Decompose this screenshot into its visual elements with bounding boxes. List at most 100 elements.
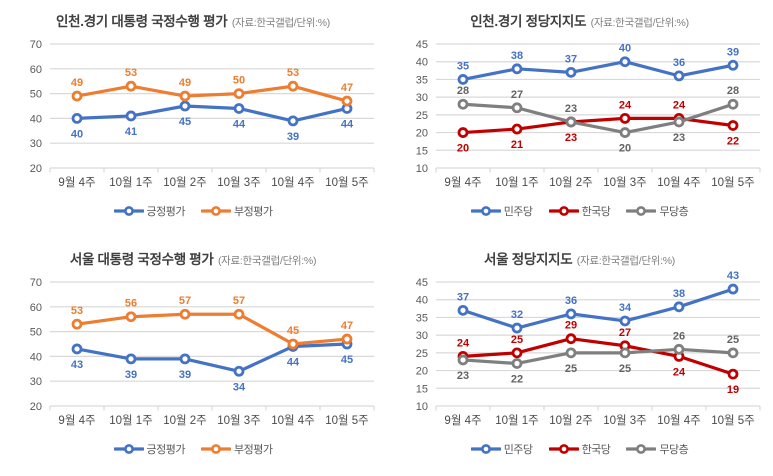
- data-point-marker: [71, 90, 83, 102]
- legend-item: 무당층: [626, 203, 689, 219]
- y-axis-tick-label: 40: [30, 113, 42, 125]
- data-point-marker: [619, 113, 631, 124]
- data-label: 50: [233, 75, 245, 87]
- y-axis-tick-label: 15: [416, 145, 428, 157]
- data-point-marker: [727, 120, 739, 131]
- data-label: 28: [727, 85, 739, 97]
- data-point-marker: [619, 56, 631, 68]
- x-axis-tick-label: 9월 4주: [444, 414, 481, 427]
- data-point-marker: [511, 102, 523, 114]
- data-label: 24: [619, 99, 632, 111]
- data-label: 43: [727, 270, 739, 282]
- data-label: 36: [565, 295, 577, 307]
- data-label: 44: [341, 118, 354, 130]
- data-label: 37: [565, 53, 577, 65]
- x-axis-tick-label: 10월 2주: [163, 176, 207, 189]
- data-label: 44: [287, 356, 300, 368]
- legend-item: 부정평가: [201, 441, 273, 457]
- y-axis-tick-label: 50: [30, 89, 42, 101]
- data-point-marker: [565, 308, 577, 320]
- x-axis-tick-label: 10월 3주: [217, 176, 261, 189]
- x-axis-tick-label: 10월 2주: [549, 414, 593, 427]
- data-point-marker: [511, 63, 523, 75]
- data-label: 25: [727, 334, 739, 346]
- data-point-marker: [457, 98, 469, 110]
- y-axis-tick-label: 25: [416, 348, 428, 360]
- x-axis-tick-label: 9월 4주: [58, 414, 95, 427]
- data-label: 25: [565, 363, 577, 375]
- data-label: 34: [233, 381, 246, 393]
- data-point-marker: [233, 88, 245, 99]
- chart-title-source: (자료:한국갤럽/단위:%): [231, 17, 330, 29]
- chart-title-source: (자료:한국갤럽/단위:%): [590, 17, 689, 29]
- series-line: [461, 287, 735, 330]
- y-axis-tick-label: 50: [30, 327, 42, 339]
- data-label: 39: [287, 131, 299, 143]
- y-axis-tick-label: 10: [416, 163, 428, 175]
- x-axis-tick-label: 10월 3주: [217, 414, 261, 427]
- legend-label: 긍정평가: [146, 206, 186, 218]
- y-axis-tick-label: 35: [416, 312, 428, 324]
- legend-marker-icon: [626, 444, 657, 454]
- data-point-marker: [287, 80, 299, 92]
- data-point-marker: [457, 354, 469, 366]
- data-point-marker: [179, 100, 191, 112]
- data-point-marker: [125, 311, 137, 323]
- legend-marker-icon: [113, 206, 144, 216]
- chart-legend: 민주당 한국당 무당층: [386, 438, 773, 460]
- y-axis-tick-label: 35: [416, 74, 428, 86]
- series-line: [461, 116, 735, 135]
- data-point-marker: [179, 308, 191, 320]
- legend-label: 긍정평가: [146, 444, 186, 456]
- x-axis-tick-label: 10월 1주: [495, 414, 539, 427]
- data-label: 45: [179, 116, 191, 128]
- x-axis-tick-label: 10월 1주: [495, 176, 539, 189]
- series-line: [461, 60, 735, 82]
- data-point-marker: [287, 338, 299, 350]
- x-axis-tick-label: 10월 2주: [549, 176, 593, 189]
- y-axis-tick-label: 40: [416, 295, 428, 307]
- data-point-marker: [619, 347, 631, 359]
- x-axis-tick-label: 10월 5주: [711, 176, 755, 189]
- data-label: 26: [673, 330, 685, 342]
- data-label: 23: [565, 132, 577, 144]
- legend-item: 민주당: [470, 203, 533, 219]
- data-label: 53: [71, 305, 83, 317]
- data-label: 45: [341, 354, 353, 366]
- chart-legend: 긍정평가 부정평가: [0, 200, 386, 222]
- legend-item: 민주당: [470, 441, 533, 457]
- data-label: 25: [511, 334, 523, 346]
- y-axis-tick-label: 20: [30, 163, 42, 175]
- line-plot: 70 60 50 40 30 20 9월 4주 10월 1주 10월 2주 10월 3주 10월 4…: [30, 277, 375, 427]
- data-label: 32: [511, 309, 523, 321]
- data-label: 20: [619, 143, 631, 155]
- y-axis-tick-label: 45: [416, 277, 428, 289]
- series-line: [75, 312, 349, 346]
- data-label: 34: [619, 302, 632, 314]
- line-plot: 45 40 35 30 25 20 15 10 9월 4주 10월 1주 10월 2주 10월 3주 1…: [416, 270, 761, 427]
- data-point-marker: [125, 110, 137, 122]
- line-plot: 45 40 35 30 25 20 15 10 9월 4주 10월 1주 10월 2주 10월 3주 1…: [416, 39, 761, 189]
- data-label: 27: [619, 327, 631, 339]
- y-axis-tick-label: 40: [416, 57, 428, 69]
- x-axis-tick-label: 10월 4주: [657, 414, 701, 427]
- legend-label: 부정평가: [234, 206, 273, 218]
- legend-item: 긍정평가: [113, 203, 186, 219]
- data-label: 24: [457, 337, 470, 349]
- data-point-marker: [179, 353, 191, 365]
- chart-title: 인천.경기 대통령 국정수행 평가 (자료:한국갤럽/단위:%): [0, 0, 386, 29]
- chart-incheon-gyeonggi-president-approval: 인천.경기 대통령 국정수행 평가 (자료:한국갤럽/단위:%) 70 60 50 4…: [0, 0, 386, 238]
- data-label: 43: [71, 359, 83, 371]
- data-point-marker: [71, 318, 83, 330]
- data-point-marker: [233, 365, 245, 377]
- data-point-marker: [71, 113, 83, 124]
- data-point-marker: [673, 343, 685, 355]
- data-label: 24: [673, 366, 686, 378]
- legend-item: 무당층: [626, 441, 689, 457]
- y-axis-tick-label: 70: [30, 277, 42, 289]
- data-point-marker: [565, 333, 577, 345]
- line-plot: 70 60 50 40 30 20 9월 4주 10월 1주 10월 2주 10월 3주 10월 4…: [30, 39, 375, 189]
- y-axis-tick-label: 30: [416, 92, 428, 104]
- legend-label: 한국당: [581, 444, 611, 456]
- data-label: 20: [457, 143, 469, 155]
